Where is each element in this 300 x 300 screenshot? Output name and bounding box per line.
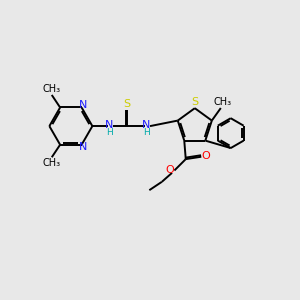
Text: CH₃: CH₃ <box>43 158 61 168</box>
Text: O: O <box>202 151 210 160</box>
Text: O: O <box>166 165 175 175</box>
Text: N: N <box>142 120 150 130</box>
Text: S: S <box>124 99 131 109</box>
Text: S: S <box>191 97 198 107</box>
Text: CH₃: CH₃ <box>213 97 231 107</box>
Text: H: H <box>143 128 149 137</box>
Text: N: N <box>105 120 113 130</box>
Text: N: N <box>79 142 87 152</box>
Text: H: H <box>106 128 112 137</box>
Text: N: N <box>79 100 87 110</box>
Text: CH₃: CH₃ <box>43 84 61 94</box>
